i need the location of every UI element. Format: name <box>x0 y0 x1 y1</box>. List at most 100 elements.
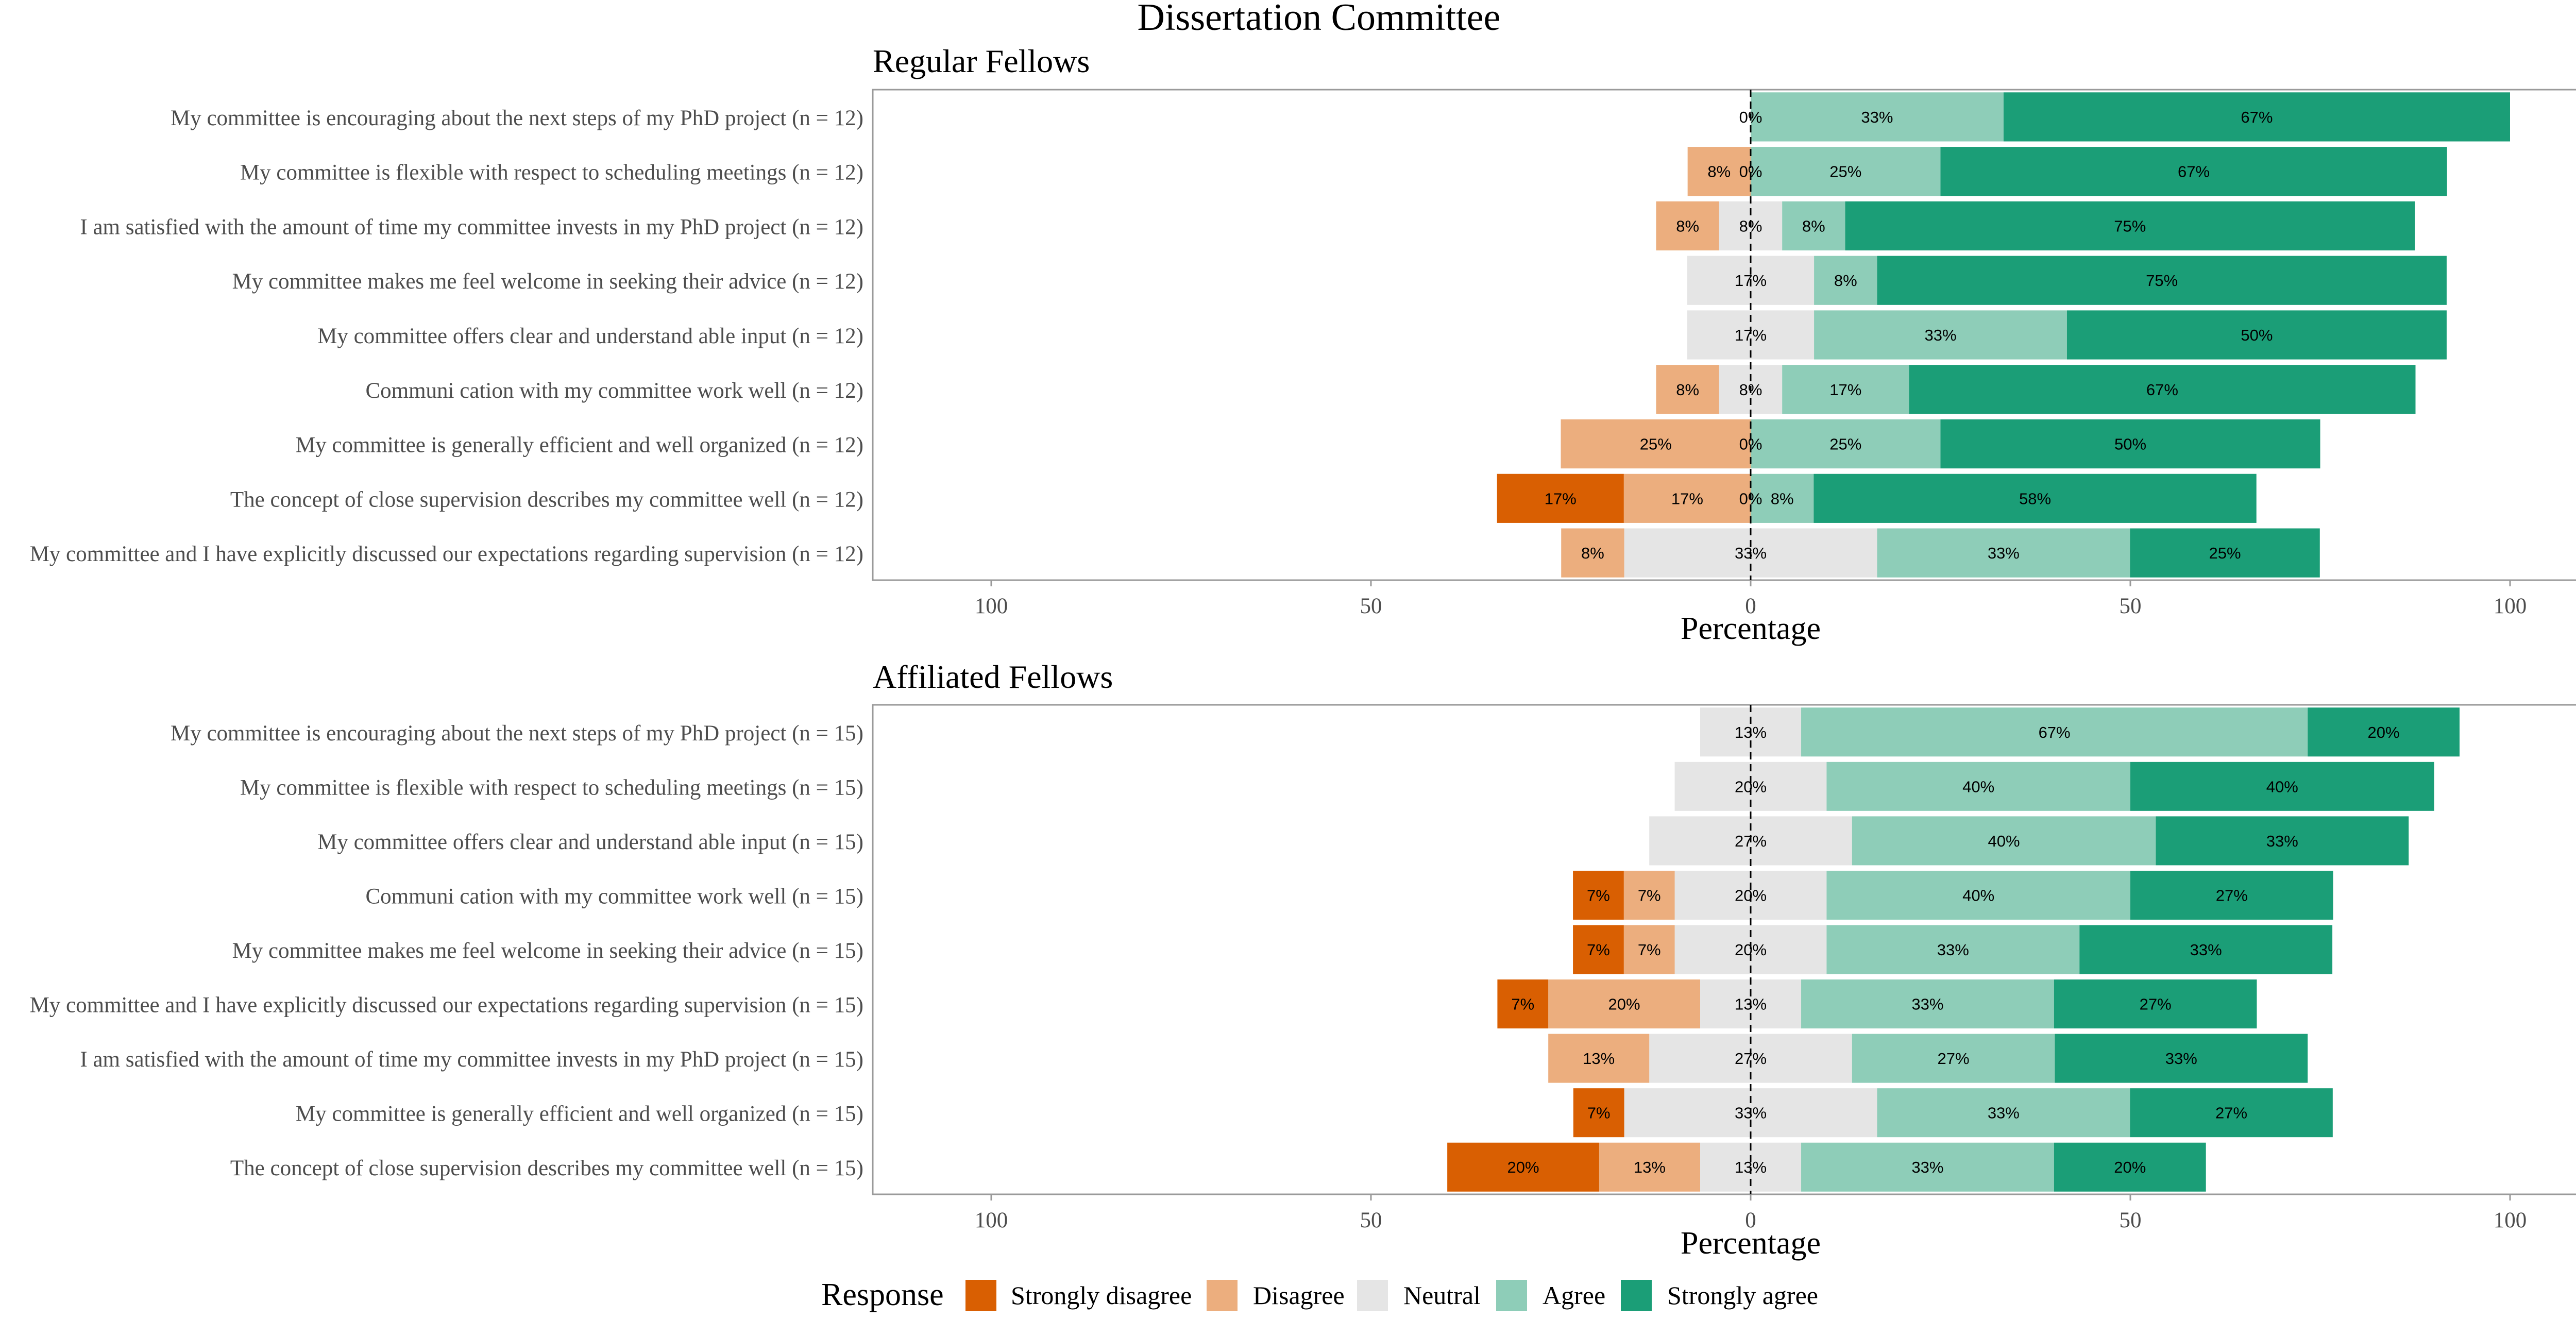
bar-segment <box>1656 365 1719 414</box>
x-axis-label-affiliated: Percentage <box>1681 1226 1821 1261</box>
bar-value-label: 33% <box>2266 832 2298 850</box>
bar-segment <box>2054 1142 2206 1192</box>
bar-segment <box>1940 147 2447 196</box>
bar-segment <box>1751 816 1852 866</box>
x-tick-label: 100 <box>975 594 1008 618</box>
row-label: The concept of close supervision describ… <box>230 1156 863 1180</box>
row-label: My committee and I have explicitly discu… <box>30 542 863 566</box>
bar-value-label: 27% <box>1938 1050 1970 1068</box>
x-tick-label: 0 <box>1745 594 1756 618</box>
bar-segment <box>1751 201 1783 251</box>
bar-value-label: 8% <box>1707 163 1731 181</box>
bar-segment <box>1497 979 1549 1029</box>
bar-segment <box>1751 528 1877 578</box>
row-label: I am satisfied with the amount of time m… <box>80 215 863 239</box>
legend-swatch <box>1357 1280 1388 1311</box>
bar-value-label: 40% <box>1962 886 1994 904</box>
bar-value-label: 40% <box>1962 777 1994 796</box>
row-label: My committee makes me feel welcome in se… <box>232 269 863 294</box>
bar-segment <box>1548 1034 1650 1083</box>
bar-segment <box>1814 256 1877 305</box>
row-label: Communi cation with my committee work we… <box>365 379 863 403</box>
x-tick-label: 50 <box>1360 594 1382 618</box>
bar-segment <box>1751 1088 1877 1138</box>
bar-segment <box>1649 816 1751 866</box>
legend-label: Agree <box>1543 1281 1605 1310</box>
x-ticks-affiliated: 100 50 0 50 100 <box>975 1194 2527 1232</box>
bar-value-label: 75% <box>2114 217 2146 235</box>
bar-segment <box>2130 870 2333 920</box>
bar-value-label: 33% <box>1937 941 1969 959</box>
x-tick-label: 100 <box>2494 1208 2527 1232</box>
bar-segment <box>1751 979 1802 1029</box>
bar-segment <box>1497 474 1624 523</box>
row-label: I am satisfied with the amount of time m… <box>80 1047 863 1072</box>
bar-value-label: 27% <box>2215 1104 2247 1122</box>
bar-segment <box>1877 528 2130 578</box>
x-tick-label: 0 <box>1745 1208 1756 1232</box>
row-label: My committee offers clear and understand… <box>317 830 863 854</box>
bar-segment <box>2308 707 2460 757</box>
legend-label: Neutral <box>1403 1281 1481 1310</box>
bar-segment <box>1751 870 1827 920</box>
bar-segment <box>1814 474 2257 523</box>
bar-segment <box>1700 979 1751 1029</box>
bar-segment <box>1845 201 2415 251</box>
panel-title-regular: Regular Fellows <box>873 43 1090 79</box>
bar-segment <box>1624 528 1751 578</box>
bars-regular: 0% 33% 67%8% 0% 25% 67%8% 8% 8% 75%17% 8% 75%17% 33… <box>1497 92 2510 578</box>
bar-value-label: 33% <box>1911 1158 1943 1176</box>
figure-title: Dissertation Committee <box>1138 0 1501 39</box>
bar-value-label: 27% <box>2216 886 2248 904</box>
bar-value-label: 17% <box>1671 489 1703 508</box>
bar-segment <box>1548 979 1700 1029</box>
row-labels-affiliated: My committee is encouraging about the ne… <box>30 721 863 1180</box>
bar-segment <box>1751 762 1827 811</box>
row-label: My committee is flexible with respect to… <box>240 775 863 800</box>
bar-segment <box>1826 870 2130 920</box>
bar-segment <box>1623 925 1675 974</box>
bar-segment <box>1940 419 2320 469</box>
bar-segment <box>1782 201 1845 251</box>
bar-segment <box>2055 1034 2308 1083</box>
bar-value-label: 27% <box>2140 995 2172 1013</box>
x-tick-label: 50 <box>2120 1208 2142 1232</box>
bar-value-label: 8% <box>1676 217 1699 235</box>
bar-value-label: 33% <box>2190 941 2222 959</box>
bar-segment <box>1751 365 1783 414</box>
legend-title: Response <box>821 1277 944 1312</box>
bar-segment <box>1599 1142 1700 1192</box>
bar-segment <box>1751 1034 1852 1083</box>
bar-value-label: 33% <box>1924 326 1956 344</box>
bar-segment <box>1561 419 1751 469</box>
bar-segment <box>1801 707 2308 757</box>
bar-value-label: 33% <box>2165 1050 2197 1068</box>
bar-value-label: 20% <box>1507 1158 1539 1176</box>
bar-segment <box>2130 1088 2333 1138</box>
row-label: My committee is flexible with respect to… <box>240 161 863 185</box>
bar-segment <box>1719 201 1751 251</box>
bar-segment <box>1687 256 1751 305</box>
bar-segment <box>1782 365 1909 414</box>
bar-segment <box>1623 474 1751 523</box>
bar-value-label: 67% <box>2146 381 2178 399</box>
bar-value-label: 8% <box>1771 489 1794 508</box>
bar-segment <box>1852 816 2156 866</box>
x-ticks-regular: 100 50 0 50 100 <box>975 580 2527 618</box>
legend-swatch <box>1621 1280 1652 1311</box>
row-labels-regular: My committee is encouraging about the ne… <box>30 106 863 566</box>
bar-value-label: 8% <box>1834 272 1857 290</box>
legend-label: Strongly disagree <box>1011 1281 1192 1310</box>
legend: Response Strongly disagree Disagree Neutra… <box>821 1277 1818 1312</box>
bar-segment <box>1700 707 1751 757</box>
bar-value-label: 33% <box>1988 544 2020 562</box>
bar-value-label: 8% <box>1802 217 1825 235</box>
row-label: My committee is generally efficient and … <box>296 433 863 458</box>
bar-value-label: 17% <box>1829 381 1861 399</box>
bar-value-label: 33% <box>1911 995 1943 1013</box>
legend-swatch <box>965 1280 996 1311</box>
bar-value-label: 7% <box>1638 941 1661 959</box>
bar-value-label: 75% <box>2146 272 2178 290</box>
bar-segment <box>1623 870 1675 920</box>
bar-segment <box>1687 147 1751 196</box>
